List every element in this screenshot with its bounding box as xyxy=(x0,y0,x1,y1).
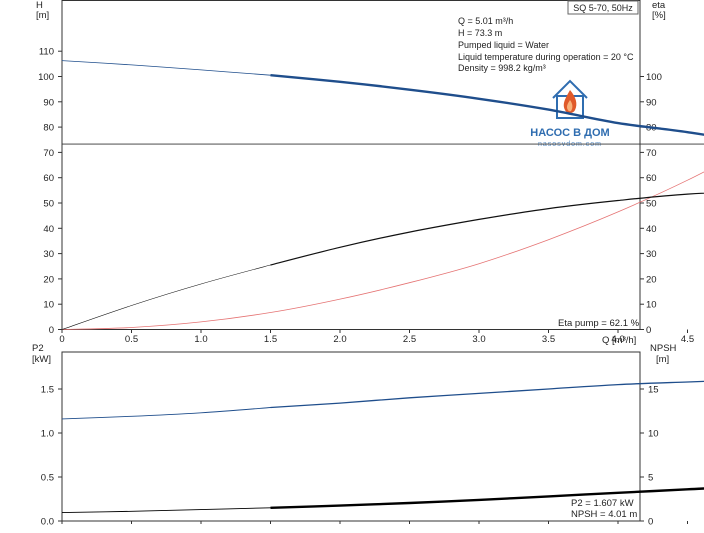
top-y-right-label-2: [%] xyxy=(652,10,666,21)
bottom-y-right-tick-label: 5 xyxy=(648,473,653,484)
bottom-y-left-tick-label: 1.5 xyxy=(41,385,54,396)
top-x-tick-label: 1.0 xyxy=(194,334,207,345)
bottom-y-left-tick-label: 0.5 xyxy=(41,473,54,484)
top-y-left-tick-label: 100 xyxy=(38,72,54,83)
bottom-y-left-tick-label: 0.0 xyxy=(41,517,54,528)
info-q: Q = 5.01 m³/h xyxy=(458,16,513,26)
top-x-tick-label: 2.5 xyxy=(403,334,416,345)
top-x-tick-label: 4.5 xyxy=(681,334,694,345)
watermark-name: НАСОС В ДОМ xyxy=(530,127,609,139)
top-x-tick-label: 1.5 xyxy=(264,334,277,345)
top-y-left-label-2: [m] xyxy=(36,10,49,21)
power-curve xyxy=(271,378,704,407)
top-y-right-tick-label: 100 xyxy=(646,72,662,83)
efficiency-curve-extrapolated xyxy=(62,265,271,330)
bottom-y-right-tick-label: 0 xyxy=(648,517,653,528)
duty-point-layer xyxy=(62,141,704,521)
top-y-right-tick-label: 90 xyxy=(646,97,657,108)
top-y-right-tick-label: 40 xyxy=(646,224,657,235)
npsh-curve xyxy=(271,452,704,508)
top-y-left-tick-label: 0 xyxy=(49,325,54,336)
top-y-left-tick-label: 90 xyxy=(43,97,54,108)
bottom-y-right-label-1: NPSH xyxy=(650,343,677,354)
top-y-right-tick-label: 10 xyxy=(646,300,657,311)
top-x-tick-label: 0 xyxy=(59,334,64,345)
top-y-right-tick-label: 50 xyxy=(646,199,657,210)
top-y-left-tick-label: 40 xyxy=(43,224,54,235)
top-y-left-tick-label: 20 xyxy=(43,274,54,285)
bottom-y-left-label-1: P2 xyxy=(32,343,44,354)
top-y-left-tick-label: 110 xyxy=(39,47,54,58)
top-y-left-tick-label: 70 xyxy=(43,148,54,159)
top-plot-frame xyxy=(62,1,640,330)
bottom-y-left-tick-label: 1.0 xyxy=(41,429,54,440)
npsh-note: NPSH = 4.01 m xyxy=(571,509,637,520)
p2-note: P2 = 1.607 kW xyxy=(571,498,634,509)
head-curve-extrapolated xyxy=(62,61,271,76)
top-x-tick-label: 4.0 xyxy=(611,334,624,345)
top-y-right-tick-label: 60 xyxy=(646,173,657,184)
top-x-tick-label: 3.0 xyxy=(472,334,485,345)
bottom-y-right-label-2: [m] xyxy=(656,354,669,365)
top-y-right-tick-label: 20 xyxy=(646,274,657,285)
info-h: H = 73.3 m xyxy=(458,28,502,38)
top-y-left-tick-label: 10 xyxy=(43,300,54,311)
bottom-y-right-tick-label: 15 xyxy=(648,385,659,396)
head-curve xyxy=(271,75,704,266)
info-liquid: Pumped liquid = Water xyxy=(458,40,549,50)
top-x-tick-label: 3.5 xyxy=(542,334,555,345)
top-y-right-tick-label: 30 xyxy=(646,249,657,260)
top-y-left-tick-label: 60 xyxy=(43,173,54,184)
model-label: SQ 5-70, 50Hz xyxy=(573,3,633,13)
power-curve-extrapolated xyxy=(62,408,271,419)
top-y-left-tick-label: 30 xyxy=(43,249,54,260)
system-curve xyxy=(62,144,704,329)
top-x-tick-label: 0.5 xyxy=(125,334,138,345)
top-y-right-tick-label: 70 xyxy=(646,148,657,159)
npsh-curve-extrapolated xyxy=(62,508,271,513)
top-y-left-tick-label: 80 xyxy=(43,123,54,134)
top-x-tick-label: 2.0 xyxy=(333,334,346,345)
bottom-y-right-tick-label: 10 xyxy=(648,429,659,440)
top-y-left-tick-label: 50 xyxy=(43,199,54,210)
eta-note: Eta pump = 62.1 % xyxy=(558,318,640,329)
info-temperature: Liquid temperature during operation = 20… xyxy=(458,52,634,62)
bottom-y-left-label-2: [kW] xyxy=(32,354,51,365)
info-density: Density = 998.2 kg/m³ xyxy=(458,63,546,73)
tick-layer: 00.51.01.52.02.53.03.54.04.55.05.56.06.5… xyxy=(38,47,704,528)
top-y-right-tick-label: 0 xyxy=(646,325,651,336)
